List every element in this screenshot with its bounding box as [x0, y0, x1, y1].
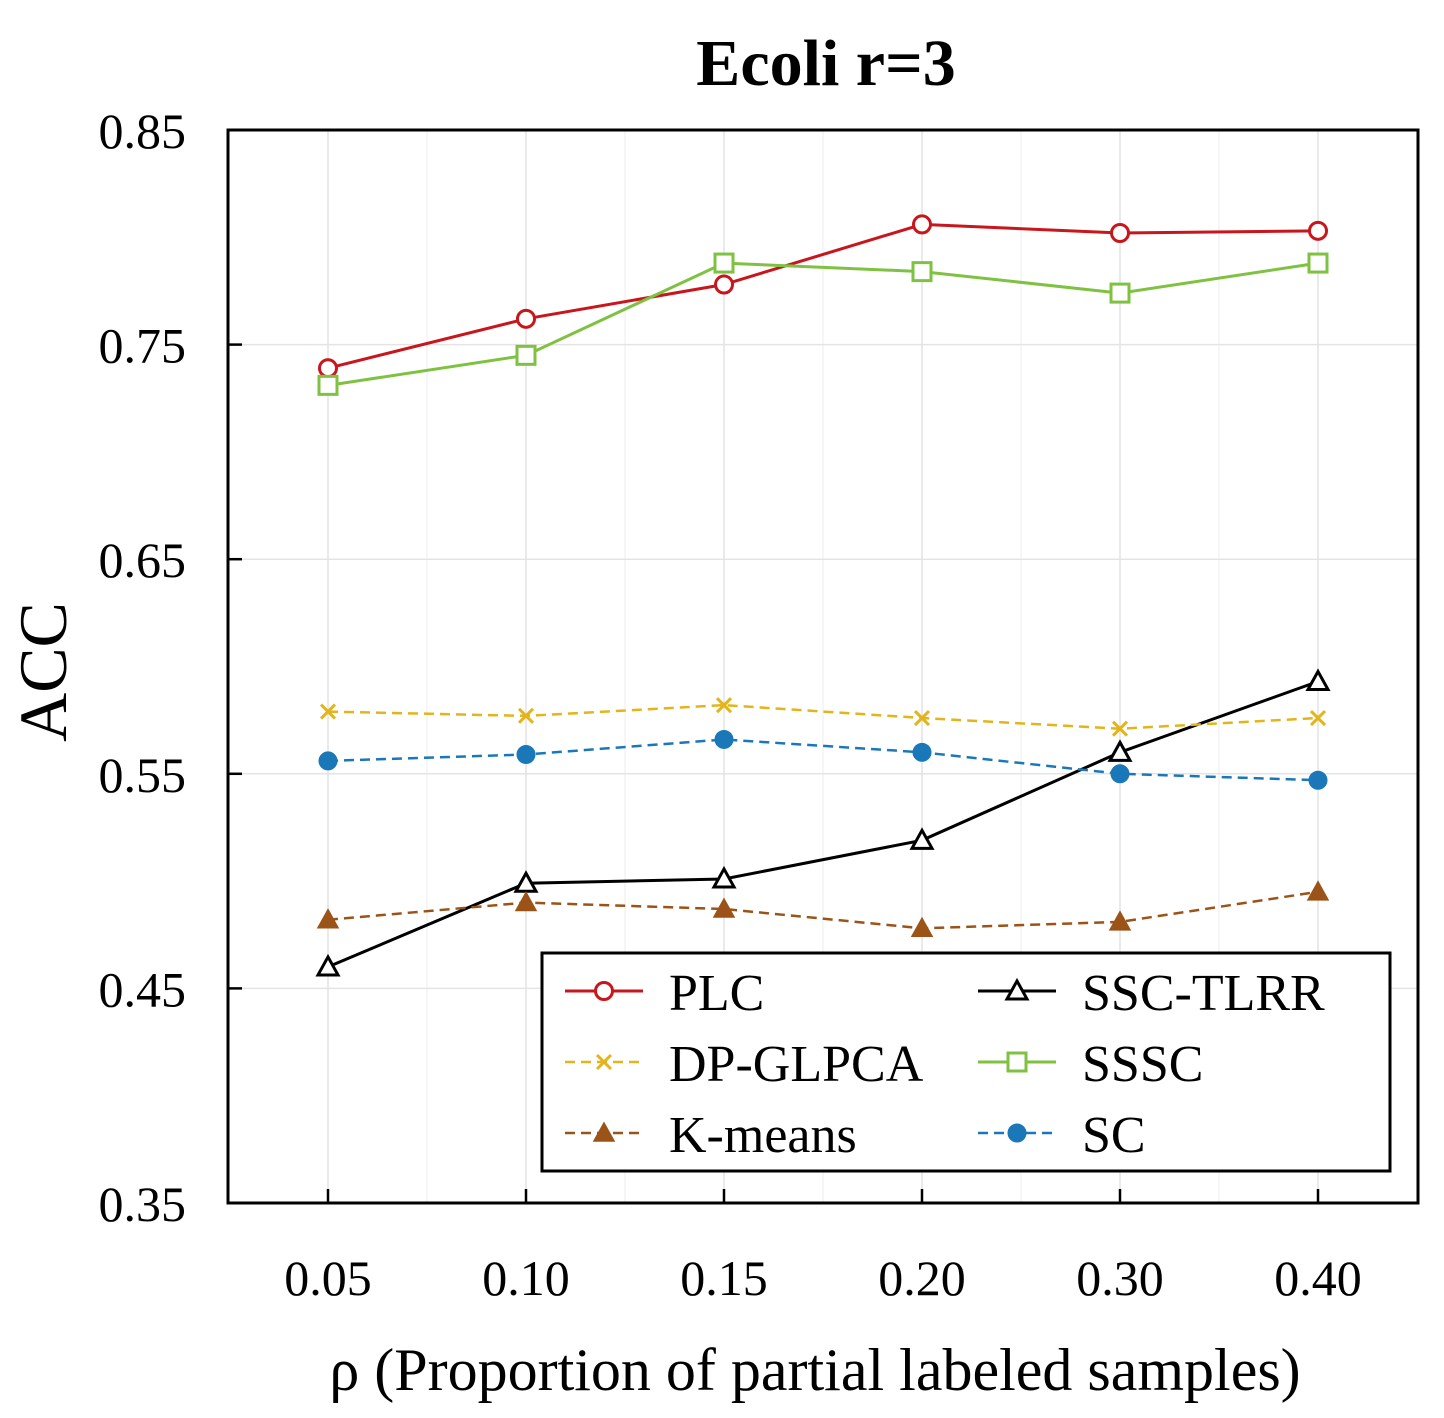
data-point-k-means	[1306, 880, 1330, 901]
series-line-sssc	[327, 261, 1319, 387]
legend-label: SC	[1082, 1107, 1146, 1164]
data-point-dp-glpca	[1111, 720, 1129, 737]
legend-entry-sc: SC	[978, 1107, 1146, 1164]
x-tick-label: 0.30	[1076, 1250, 1164, 1306]
x-marker-stroke	[913, 709, 931, 727]
series-ssc-tlrr	[315, 668, 1331, 977]
data-point-plc	[1110, 223, 1130, 244]
y-tick-label: 0.45	[99, 961, 187, 1017]
legend-box	[540, 951, 1392, 1173]
series-line-dp-glpca	[327, 703, 1319, 730]
x-marker-stroke	[1309, 709, 1327, 727]
data-point-dp-glpca	[517, 707, 535, 724]
data-point-sssc	[911, 261, 933, 283]
series-line-ssc-tlrr	[327, 680, 1319, 969]
series-sssc	[317, 252, 1329, 396]
legend-swatch-marker	[1006, 1051, 1028, 1073]
series-sc	[318, 729, 1328, 790]
y-axis-label: ACC	[5, 602, 81, 742]
data-point-sssc	[1109, 282, 1131, 304]
x-marker-stroke	[1111, 720, 1129, 737]
legend-entry-ssc-tlrr: SSC-TLRR	[978, 965, 1325, 1022]
y-tick-label: 0.85	[99, 103, 187, 159]
series-dp-glpca	[319, 697, 1327, 737]
data-point-ssc-tlrr	[711, 865, 737, 889]
x-tick-label: 0.20	[878, 1250, 966, 1306]
legend-entry-sssc: SSSC	[978, 1036, 1203, 1093]
x-axis-label: ρ (Proportion of partial labeled samples…	[329, 1337, 1300, 1403]
series-layer	[315, 214, 1331, 977]
y-tick-label: 0.65	[99, 532, 187, 588]
data-point-plc	[912, 214, 932, 235]
x-tick-label: 0.10	[482, 1250, 570, 1306]
data-point-ssc-tlrr	[315, 953, 341, 977]
ticks-layer: 0.35 0.45 0.55 0.65 0.75 0.85 0.05 0.10 0.15 0.20…	[99, 103, 1362, 1306]
data-point-dp-glpca	[319, 703, 337, 720]
data-point-dp-glpca	[715, 697, 733, 714]
x-marker-stroke	[517, 707, 535, 724]
x-marker-stroke	[715, 697, 733, 714]
data-point-sssc	[317, 374, 339, 396]
legend-label: K-means	[669, 1107, 857, 1164]
legend-entry-plc: PLC	[565, 965, 764, 1022]
data-point-ssc-tlrr	[909, 827, 935, 850]
y-tick-label: 0.75	[99, 318, 187, 374]
data-point-sssc	[713, 252, 735, 274]
data-point-sssc	[515, 344, 537, 366]
legend-swatch-marker	[1004, 977, 1030, 1001]
data-point-plc	[516, 308, 536, 329]
data-point-sssc	[1307, 252, 1329, 274]
series-line-plc	[327, 222, 1319, 370]
series-line-sc	[327, 738, 1319, 782]
x-tick-label: 0.05	[284, 1250, 372, 1306]
series-k-means	[316, 880, 1330, 938]
data-point-ssc-tlrr	[1305, 668, 1331, 692]
legend-entry-k-means: K-means	[565, 1107, 857, 1164]
legend: PLC SSC-TLRR DP-GLPCA SSSC K-means SC	[540, 951, 1392, 1173]
data-point-sc	[714, 729, 734, 749]
data-point-k-means	[712, 897, 736, 918]
legend-label: DP-GLPCA	[669, 1036, 924, 1093]
data-point-ssc-tlrr	[1107, 739, 1133, 762]
x-tick-label: 0.15	[680, 1250, 768, 1306]
data-point-sc	[318, 751, 338, 771]
data-point-plc	[318, 358, 338, 379]
data-point-plc	[1308, 220, 1328, 241]
chart-title: Ecoli r=3	[696, 27, 955, 100]
legend-label: PLC	[669, 965, 764, 1022]
data-point-dp-glpca	[1309, 709, 1327, 727]
data-point-dp-glpca	[913, 709, 931, 727]
legend-swatch-marker	[595, 1053, 613, 1071]
data-point-k-means	[910, 916, 934, 938]
legend-label: SSC-TLRR	[1082, 965, 1325, 1022]
series-line-k-means	[327, 890, 1319, 930]
data-point-sc	[1308, 770, 1328, 790]
x-marker-stroke	[319, 703, 337, 720]
data-point-plc	[714, 274, 734, 295]
x-marker-stroke	[595, 1053, 613, 1071]
y-tick-label: 0.35	[99, 1176, 187, 1232]
data-point-sc	[516, 744, 536, 764]
y-tick-label: 0.55	[99, 747, 187, 803]
data-point-sc	[912, 742, 932, 762]
data-point-k-means	[1108, 910, 1132, 931]
legend-swatch-marker	[594, 981, 614, 1001]
data-point-k-means	[316, 908, 340, 929]
legend-swatch-marker	[592, 1121, 616, 1142]
legend-label: SSSC	[1082, 1036, 1203, 1093]
data-point-k-means	[514, 891, 538, 912]
series-plc	[318, 214, 1328, 379]
legend-entry-dp-glpca: DP-GLPCA	[565, 1036, 924, 1093]
data-point-sc	[1110, 764, 1130, 784]
legend-swatch-marker	[1007, 1123, 1027, 1143]
x-tick-label: 0.40	[1274, 1250, 1362, 1306]
plot-frame	[226, 128, 1420, 1205]
